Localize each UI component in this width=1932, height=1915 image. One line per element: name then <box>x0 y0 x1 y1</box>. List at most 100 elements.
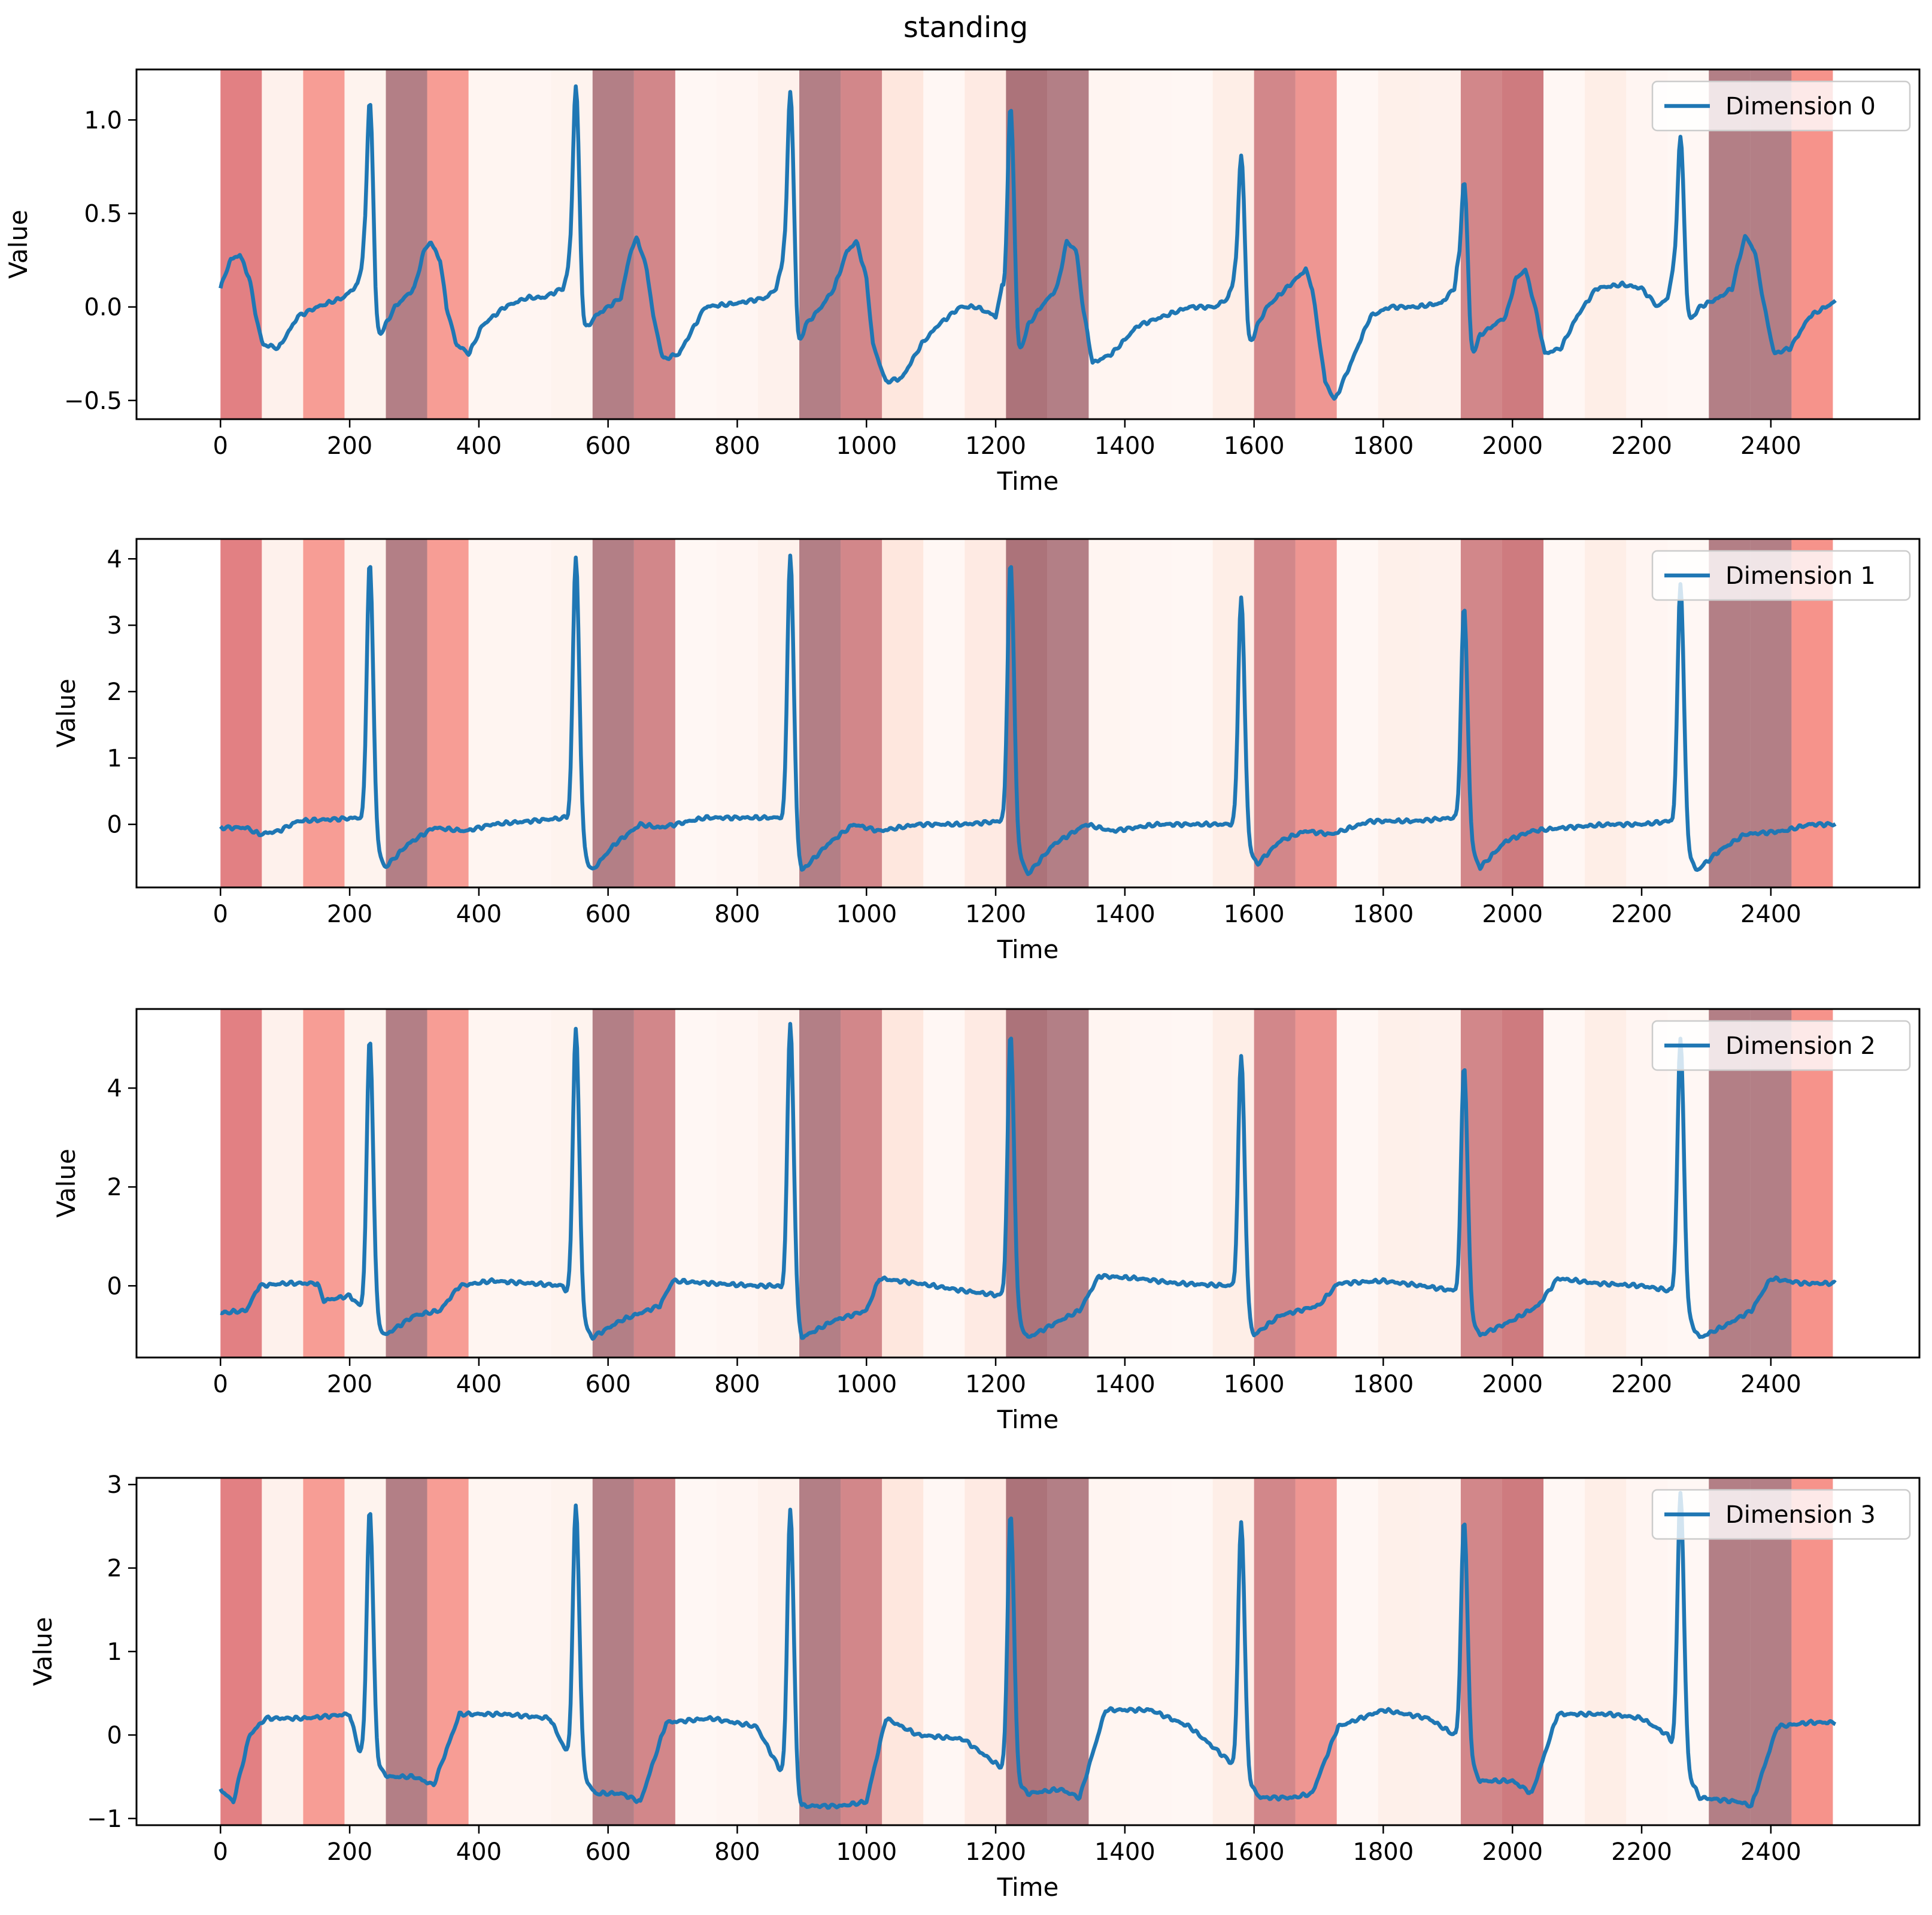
highlight-segment <box>262 539 304 887</box>
highlight-segment <box>923 1009 965 1358</box>
highlight-segment <box>303 539 345 887</box>
x-tick-label: 1200 <box>965 432 1026 460</box>
highlight-segment <box>1419 539 1461 887</box>
x-tick-label: 1400 <box>1094 901 1155 928</box>
x-tick-label: 2200 <box>1611 432 1672 460</box>
highlight-segment <box>965 539 1006 887</box>
highlight-segment <box>675 539 717 887</box>
highlight-segment <box>1254 539 1296 887</box>
highlight-segment <box>1543 69 1585 419</box>
x-tick-label: 400 <box>456 1838 502 1866</box>
x-tick-label: 200 <box>327 901 372 928</box>
highlight-segment <box>220 539 262 887</box>
highlight-segment <box>1585 69 1627 419</box>
highlight-segment <box>592 1478 634 1825</box>
x-tick-label: 600 <box>585 1371 630 1398</box>
subplot-1: 0 200 400 600 800 1000 1200 1400 1600 1800 2000 220… <box>51 538 1921 964</box>
highlight-segment <box>633 1478 675 1825</box>
highlight-segment <box>220 1009 262 1358</box>
y-tick-label: 0 <box>107 1722 122 1749</box>
x-tick-label: 2400 <box>1740 901 1801 928</box>
highlight-segment <box>675 1009 717 1358</box>
highlight-segment <box>509 1009 551 1358</box>
highlight-segment <box>262 1478 304 1825</box>
highlight-segment <box>1378 1009 1420 1358</box>
x-tick-label: 1200 <box>965 901 1026 928</box>
highlight-segment <box>1543 1478 1585 1825</box>
segment-group <box>220 539 1833 887</box>
highlight-segment <box>1336 1478 1378 1825</box>
series-line <box>219 1490 1837 1810</box>
y-tick-label: 0.5 <box>84 200 122 228</box>
highlight-segment <box>509 539 551 887</box>
x-tick-label: 400 <box>456 901 502 928</box>
subplot-3: 0 200 400 600 800 1000 1200 1400 1600 1800 2000 220… <box>28 1471 1921 1902</box>
x-axis-label: Time <box>997 1872 1059 1902</box>
legend-label: Dimension 0 <box>1725 93 1876 120</box>
highlight-segment <box>1130 69 1172 419</box>
legend-label: Dimension 1 <box>1725 562 1876 590</box>
highlight-segment <box>1254 1009 1296 1358</box>
highlight-segment <box>1088 69 1130 419</box>
axes-frame <box>135 1008 1921 1359</box>
figure-title: standing <box>903 11 1028 44</box>
x-tick-label: 200 <box>327 1371 372 1398</box>
highlight-segment <box>1171 1478 1213 1825</box>
highlight-segment <box>716 1009 758 1358</box>
series-line <box>220 1022 1837 1341</box>
highlight-segment <box>1502 1009 1544 1358</box>
highlight-segment <box>716 1478 758 1825</box>
x-tick-label: 0 <box>213 1371 228 1398</box>
x-axis-label: Time <box>997 1405 1059 1434</box>
highlight-segment <box>633 539 675 887</box>
highlight-segment <box>1130 1478 1172 1825</box>
highlight-segment <box>1047 1478 1089 1825</box>
x-tick-label: 1000 <box>836 1838 897 1866</box>
highlight-segment <box>468 69 510 419</box>
segment-group <box>220 69 1833 419</box>
highlight-segment <box>923 69 965 419</box>
x-tick-label: 1800 <box>1353 901 1414 928</box>
x-tick-label: 0 <box>213 901 228 928</box>
x-tick-label: 800 <box>714 1371 760 1398</box>
y-axis-label: Value <box>51 678 81 747</box>
y-tick-label: −1 <box>87 1805 122 1833</box>
highlight-segment <box>1295 1009 1337 1358</box>
x-tick-label: 400 <box>456 432 502 460</box>
x-tick-label: 1600 <box>1224 1838 1285 1866</box>
highlight-segment <box>386 69 427 419</box>
highlight-segment <box>675 69 717 419</box>
highlight-segment <box>1336 69 1378 419</box>
highlight-segment <box>633 1009 675 1358</box>
highlight-segment <box>1502 69 1544 419</box>
highlight-segment <box>1171 1009 1213 1358</box>
highlight-segment <box>841 1478 882 1825</box>
highlight-segment <box>386 1478 427 1825</box>
y-axis-label: Value <box>51 1149 81 1217</box>
x-tick-label: 200 <box>327 1838 372 1866</box>
x-tick-label: 2400 <box>1740 432 1801 460</box>
x-tick-label: 1400 <box>1094 1838 1155 1866</box>
y-tick-label: 4 <box>107 546 122 573</box>
x-tick-label: 1600 <box>1224 901 1285 928</box>
highlight-segment <box>1543 539 1585 887</box>
highlight-segment <box>841 539 882 887</box>
highlight-segment <box>1088 1009 1130 1358</box>
x-axis-label: Time <box>997 466 1059 496</box>
x-tick-label: 1600 <box>1224 1371 1285 1398</box>
highlight-segment <box>1171 539 1213 887</box>
series-line <box>219 553 1837 877</box>
highlight-segment <box>675 1478 717 1825</box>
highlight-segment <box>262 1009 304 1358</box>
x-tick-label: 2200 <box>1611 1838 1672 1866</box>
highlight-segment <box>1336 539 1378 887</box>
highlight-segment <box>841 69 882 419</box>
highlight-segment <box>965 1478 1006 1825</box>
axes-frame <box>135 538 1921 889</box>
highlight-segment <box>1502 1478 1544 1825</box>
highlight-segment <box>882 1478 924 1825</box>
x-tick-label: 1600 <box>1224 432 1285 460</box>
x-tick-label: 800 <box>714 1838 760 1866</box>
subplot-2: 0 200 400 600 800 1000 1200 1400 1600 1800 2000 220… <box>51 1008 1921 1434</box>
